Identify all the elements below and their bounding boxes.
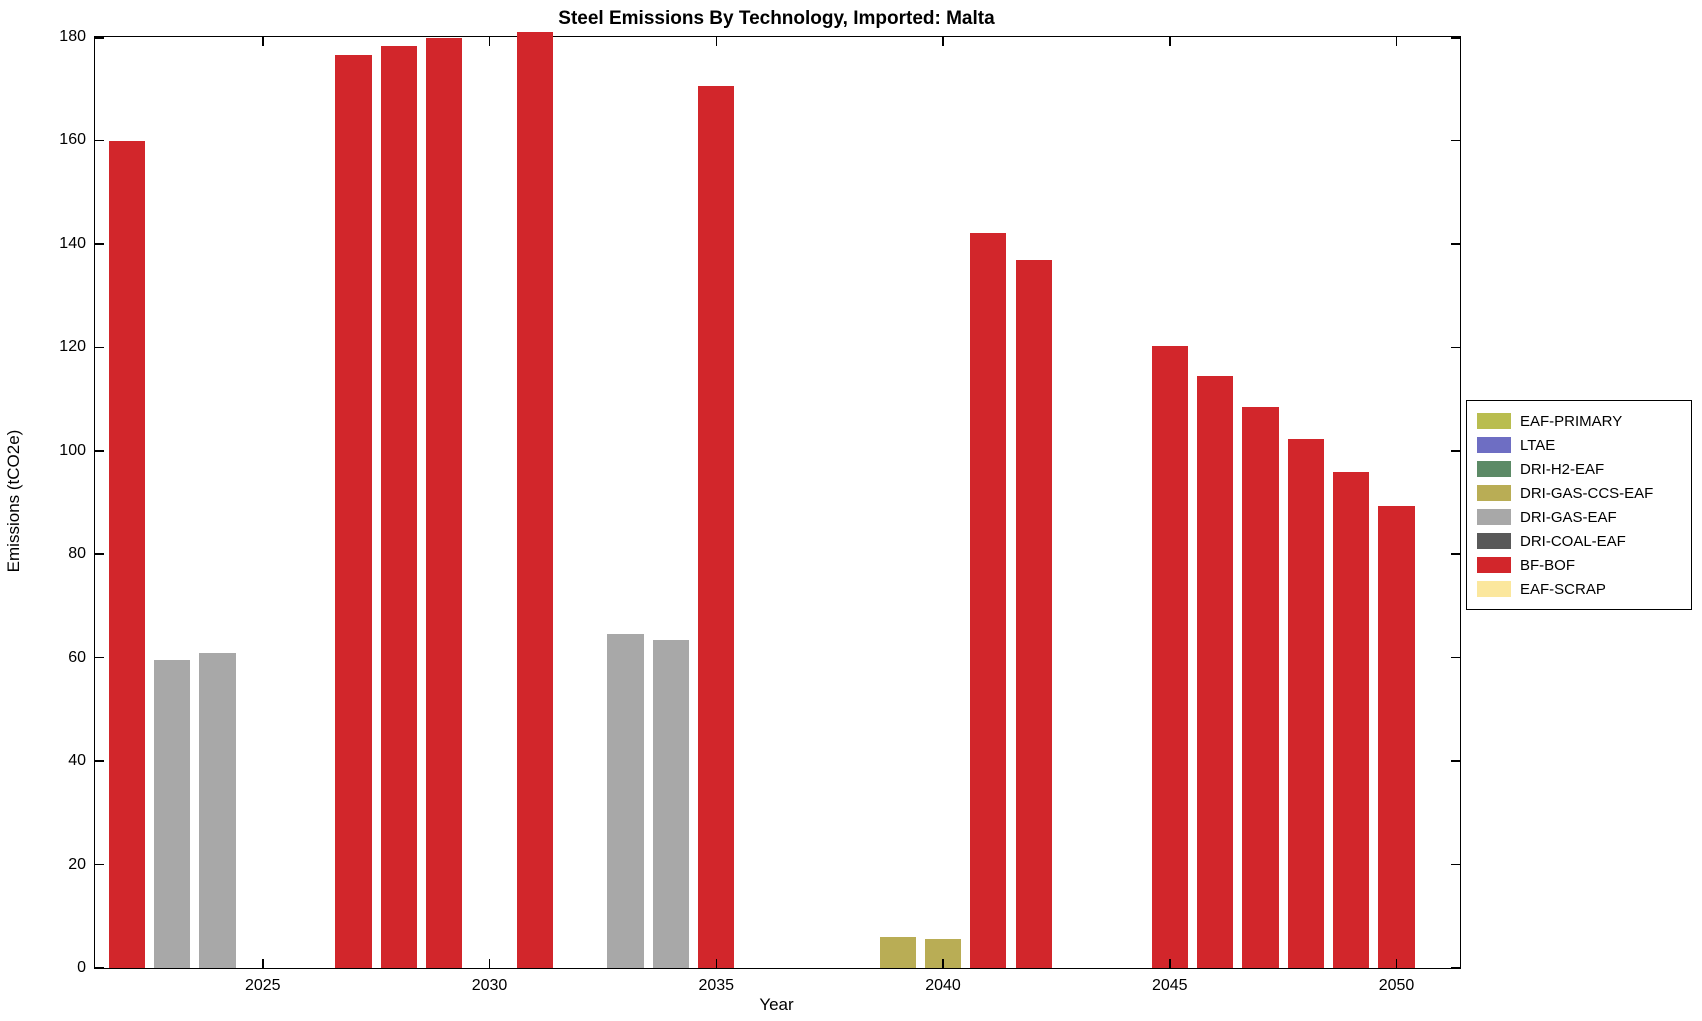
legend-item-bf-bof: BF-BOF [1477, 553, 1681, 577]
legend-label-dri-coal-eaf: DRI-COAL-EAF [1520, 532, 1626, 550]
y-tick-label: 160 [59, 131, 86, 149]
x-tick-mark [715, 37, 718, 46]
bar-2050-bf-bof [1378, 506, 1415, 968]
y-tick-label: 80 [68, 545, 86, 563]
x-tick-label: 2035 [698, 977, 735, 994]
legend-item-dri-gas-ccs-eaf: DRI-GAS-CCS-EAF [1477, 481, 1681, 505]
legend-item-dri-gas-eaf: DRI-GAS-EAF [1477, 505, 1681, 529]
y-tick-mark [1451, 863, 1460, 866]
y-tick-label: 140 [59, 234, 86, 252]
y-tick-label: 120 [59, 338, 86, 356]
legend-swatch-dri-coal-eaf [1477, 533, 1511, 549]
x-tick-mark [1169, 37, 1171, 46]
legend: EAF-PRIMARY LTAE DRI-H2-EAF DRI-GAS-CCS-EAF… [1466, 400, 1692, 610]
y-tick-label: 0 [77, 959, 86, 976]
x-tick-mark [262, 959, 264, 968]
y-tick-label: 40 [68, 752, 86, 770]
x-tick-mark [1169, 959, 1171, 968]
legend-swatch-bf-bof [1477, 557, 1511, 573]
legend-swatch-eaf-scrap [1477, 581, 1511, 597]
y-tick-mark [95, 243, 104, 245]
bar-2031-bf-bof [516, 31, 553, 968]
y-tick-mark [95, 450, 104, 452]
y-tick-mark [1451, 450, 1460, 452]
bar-2035-bf-bof [698, 85, 735, 968]
bar-2023-dri-gas-eaf [153, 660, 191, 968]
y-tick-mark [1451, 553, 1460, 555]
bar-2033-dri-gas-eaf [607, 633, 644, 968]
x-tick-label: 2025 [244, 977, 281, 994]
bar-2042-bf-bof [1015, 260, 1052, 968]
legend-label-dri-gas-eaf: DRI-GAS-EAF [1520, 508, 1617, 526]
y-tick-mark [95, 553, 104, 555]
y-axis-label: Emissions (tCO2e) [4, 429, 23, 573]
y-tick-label: 180 [59, 28, 86, 45]
legend-item-eaf-primary: EAF-PRIMARY [1477, 409, 1681, 433]
legend-swatch-ltae [1477, 437, 1511, 453]
y-tick-mark [95, 863, 104, 866]
y-tick-mark [1451, 760, 1460, 762]
y-tick-label: 20 [68, 855, 86, 873]
legend-swatch-eaf-primary [1477, 413, 1511, 429]
legend-label-ltae: LTAE [1520, 436, 1556, 454]
x-tick-mark [488, 959, 491, 968]
x-axis-label: Year [759, 995, 794, 1014]
legend-swatch-dri-gas-eaf [1477, 509, 1511, 525]
bar-2048-bf-bof [1287, 438, 1324, 968]
x-tick-label: 2050 [1378, 977, 1415, 994]
x-tick-mark [262, 37, 264, 46]
y-tick-label: 100 [59, 441, 86, 459]
y-tick-mark [95, 760, 104, 762]
legend-label-eaf-primary: EAF-PRIMARY [1520, 412, 1623, 430]
x-tick-label: 2040 [925, 977, 961, 994]
y-tick-mark [95, 37, 104, 39]
legend-item-dri-h2-eaf: DRI-H2-EAF [1477, 457, 1681, 481]
legend-label-eaf-scrap: EAF-SCRAP [1520, 580, 1606, 598]
bar-2034-dri-gas-eaf [652, 640, 690, 968]
bar-2028-bf-bof [380, 45, 417, 968]
bar-2024-dri-gas-eaf [199, 652, 236, 968]
x-tick-mark [1395, 959, 1398, 968]
legend-item-dri-coal-eaf: DRI-COAL-EAF [1477, 529, 1681, 553]
bar-2047-bf-bof [1242, 407, 1279, 968]
x-tick-label: 2030 [471, 977, 508, 994]
x-tick-mark [488, 37, 491, 46]
bar-2029-bf-bof [426, 38, 463, 968]
x-tick-mark [1395, 37, 1398, 46]
plot-area: 0 20 40 60 80 100 120 140 160 180 2025 2030 2035 2040… [59, 28, 1461, 994]
legend-label-dri-h2-eaf: DRI-H2-EAF [1520, 460, 1605, 478]
x-tick-label: 2045 [1151, 977, 1188, 994]
bar-2022-bf-bof [108, 141, 145, 968]
legend-swatch-dri-gas-ccs-eaf [1477, 485, 1511, 501]
y-tick-mark [95, 139, 104, 142]
y-tick-mark [1451, 139, 1460, 142]
bar-2045-bf-bof [1151, 345, 1188, 968]
legend-item-eaf-scrap: EAF-SCRAP [1477, 577, 1681, 601]
legend-label-dri-gas-ccs-eaf: DRI-GAS-CCS-EAF [1520, 484, 1654, 502]
legend-swatch-dri-h2-eaf [1477, 461, 1511, 477]
bar-2039-dri-gas-ccs-eaf [879, 936, 916, 968]
y-tick-mark [95, 656, 104, 659]
y-tick-mark [95, 346, 104, 349]
y-tick-label: 60 [68, 648, 86, 666]
y-tick-mark [1451, 37, 1460, 39]
x-tick-mark [942, 959, 944, 968]
bar-2027-bf-bof [335, 55, 372, 968]
y-tick-mark [1451, 966, 1460, 968]
y-tick-mark [1451, 656, 1460, 659]
y-tick-mark [1451, 346, 1460, 349]
x-tick-mark [715, 959, 718, 968]
bar-2046-bf-bof [1196, 376, 1234, 968]
y-tick-mark [95, 966, 104, 968]
bar-2049-bf-bof [1333, 471, 1370, 968]
legend-item-ltae: LTAE [1477, 433, 1681, 457]
legend-label-bf-bof: BF-BOF [1520, 556, 1575, 574]
x-tick-mark [942, 37, 944, 46]
y-tick-mark [1451, 243, 1460, 245]
bar-2041-bf-bof [970, 233, 1007, 968]
chart-title: Steel Emissions By Technology, Imported:… [558, 8, 995, 29]
